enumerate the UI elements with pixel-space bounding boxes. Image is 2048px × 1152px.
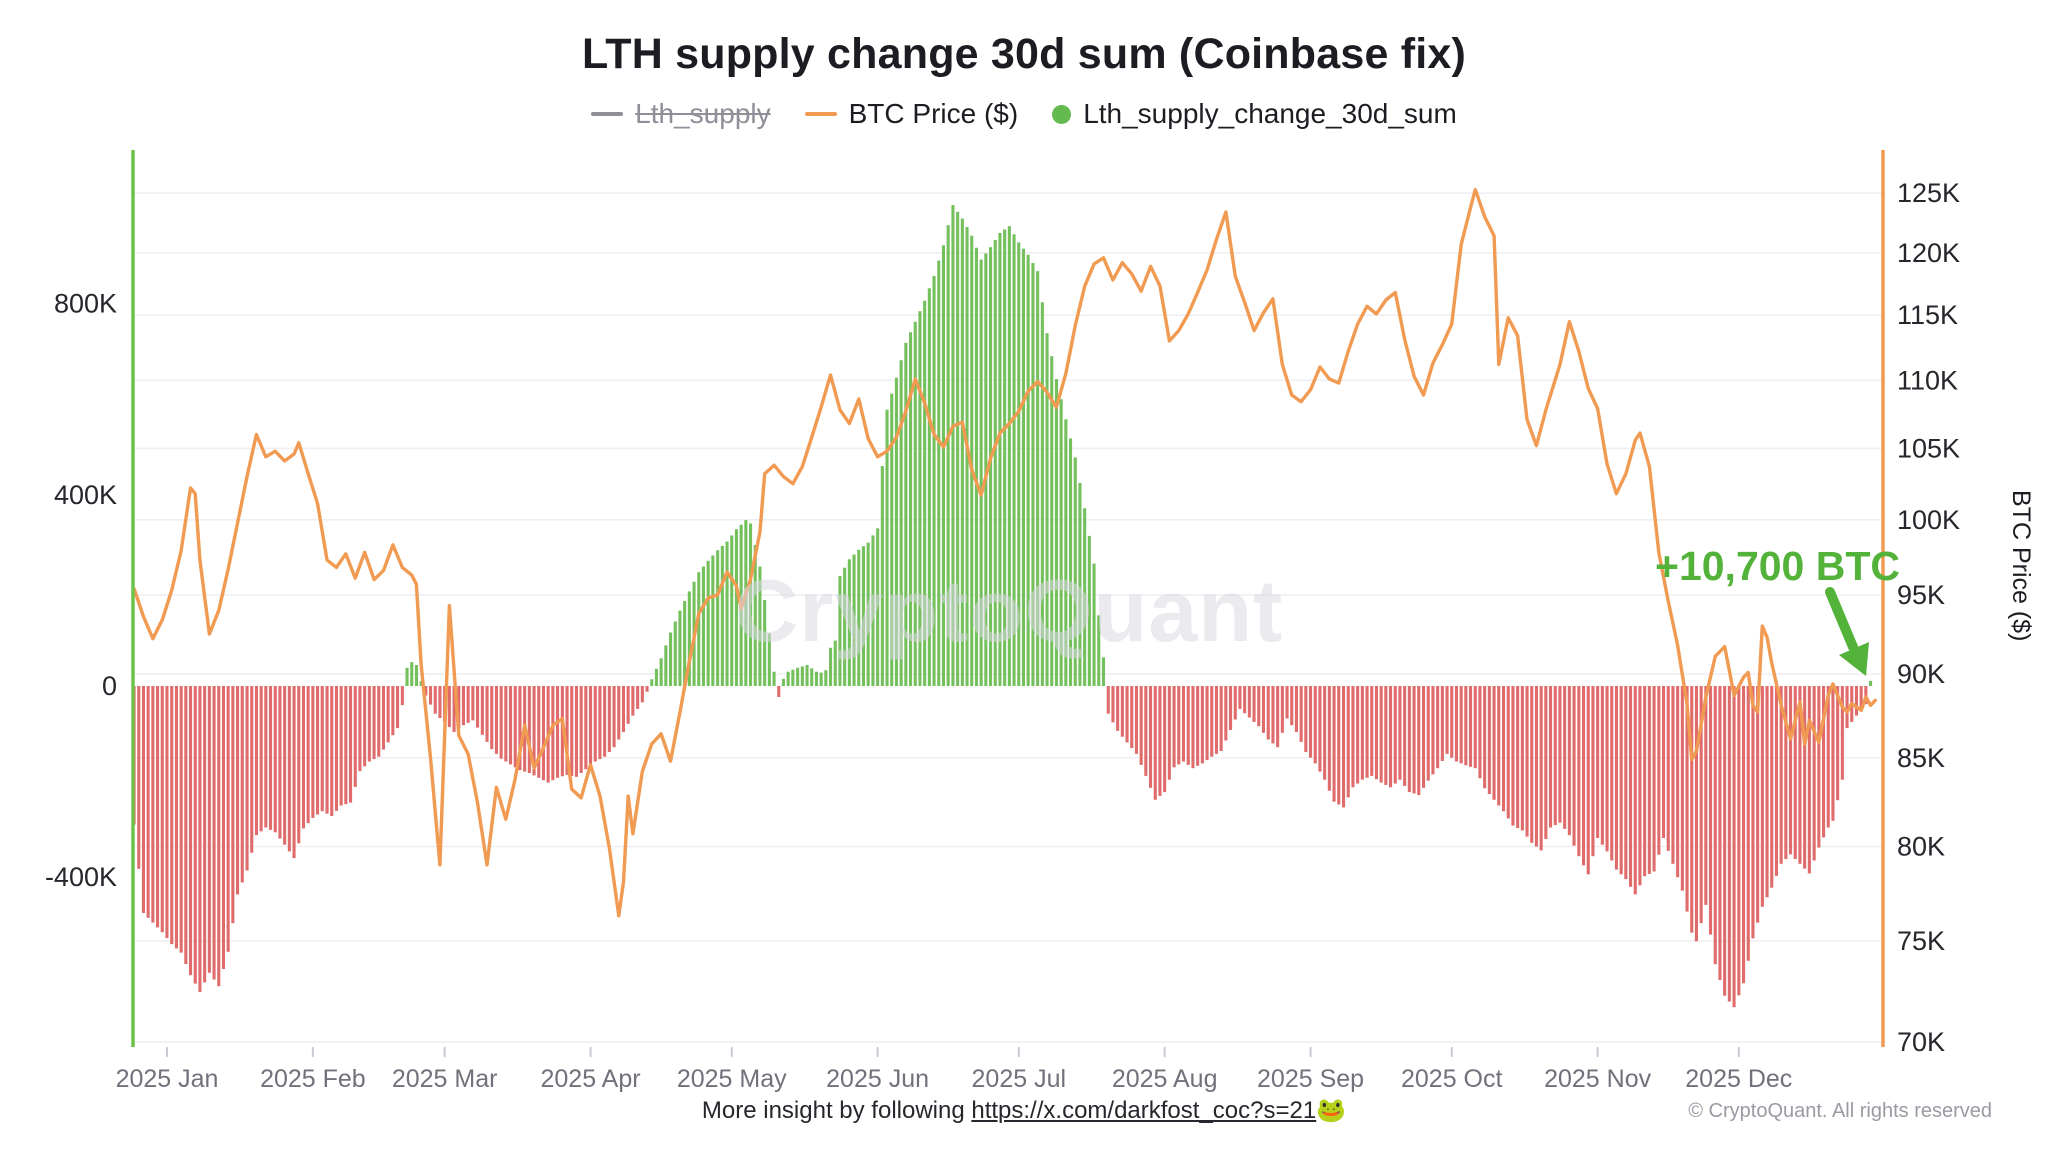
right-axis-tick: 95K bbox=[1897, 580, 1945, 610]
month-label: 2025 Jul bbox=[972, 1065, 1067, 1093]
month-label: 2025 Apr bbox=[540, 1065, 640, 1093]
right-axis-tick: 75K bbox=[1897, 926, 1945, 956]
right-axis-tick: 100K bbox=[1897, 505, 1960, 535]
right-axis-tick: 80K bbox=[1897, 832, 1945, 862]
right-axis-tick: 85K bbox=[1897, 743, 1945, 773]
frog-emoji: 🐸 bbox=[1316, 1097, 1347, 1124]
legend-item-lth-supply-change-30d-sum[interactable]: Lth_supply_change_30d_sum bbox=[1052, 98, 1457, 130]
right-axis-tick: 110K bbox=[1897, 365, 1958, 395]
legend-item-lth-supply[interactable]: Lth_supply bbox=[591, 98, 771, 130]
month-label: 2025 Jun bbox=[826, 1065, 929, 1093]
month-label: 2025 Nov bbox=[1544, 1065, 1652, 1093]
legend-dash-icon bbox=[591, 112, 624, 116]
legend-label: Lth_supply bbox=[635, 98, 771, 129]
annotation-label: +10,700 BTC bbox=[1655, 543, 1900, 589]
legend-label: Lth_supply_change_30d_sum bbox=[1083, 98, 1457, 129]
left-axis-tick-labels: 800K 400K 0 -400K bbox=[45, 289, 117, 893]
right-axis-tick: 125K bbox=[1897, 178, 1960, 208]
month-label: 2025 Feb bbox=[260, 1065, 366, 1093]
bars-series-lth-supply-change-30d-sum bbox=[132, 205, 1873, 1008]
month-label: 2025 May bbox=[677, 1065, 787, 1093]
month-label: 2025 Sep bbox=[1257, 1065, 1364, 1093]
left-axis-tick: 0 bbox=[102, 671, 117, 701]
left-axis-tick: -400K bbox=[45, 862, 117, 892]
footer-link[interactable]: https://x.com/darkfost_coc?s=21 bbox=[971, 1097, 1317, 1124]
legend-dash-icon bbox=[804, 112, 837, 116]
right-axis-title: BTC Price ($) bbox=[2007, 490, 2035, 642]
page-title: LTH supply change 30d sum (Coinbase fix) bbox=[581, 30, 1467, 78]
left-axis-tick: 800K bbox=[54, 289, 117, 319]
legend-label: BTC Price ($) bbox=[848, 98, 1019, 129]
month-label: 2025 Mar bbox=[392, 1065, 498, 1093]
annotation-arrow-icon bbox=[1825, 587, 1869, 676]
right-axis-tick: 90K bbox=[1897, 659, 1945, 689]
right-axis-tick: 70K bbox=[1897, 1027, 1945, 1057]
right-axis-tick: 105K bbox=[1897, 433, 1960, 463]
left-axis-tick: 400K bbox=[54, 480, 117, 510]
x-axis-month-labels: 2025 Jan 2025 Feb 2025 Mar 2025 Apr 2025 May… bbox=[116, 1047, 1792, 1093]
price-line bbox=[132, 187, 1878, 918]
right-axis-tick: 115K bbox=[1897, 300, 1958, 330]
copyright-notice: © CryptoQuant. All rights reserved bbox=[1688, 1100, 1992, 1122]
legend-item-btc-price-[interactable]: BTC Price ($) bbox=[804, 98, 1019, 130]
legend-dot-icon bbox=[1052, 104, 1072, 124]
month-label: 2025 Oct bbox=[1401, 1065, 1503, 1093]
right-axis-tick-labels: 125K 120K 115K 110K 105K 100K 95K 90K 85K 80K 75K 7… bbox=[1897, 178, 1960, 1057]
month-label: 2025 Aug bbox=[1112, 1065, 1218, 1093]
footer-note: More insight by following https://x.com/… bbox=[0, 1096, 2048, 1125]
right-axis-tick: 120K bbox=[1897, 238, 1960, 268]
chart-legend: Lth_supply BTC Price ($) Lth_supply_change… bbox=[0, 98, 2048, 130]
month-label: 2025 Jan bbox=[116, 1065, 219, 1093]
month-label: 2025 Dec bbox=[1685, 1065, 1792, 1093]
footer-text: More insight by following bbox=[701, 1097, 972, 1124]
